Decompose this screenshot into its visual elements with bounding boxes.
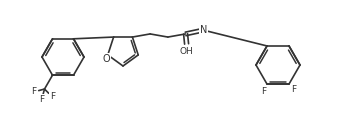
Text: F: F: [31, 87, 37, 96]
Text: F: F: [50, 92, 55, 101]
Text: F: F: [39, 95, 44, 104]
Text: OH: OH: [180, 47, 193, 56]
Text: F: F: [291, 84, 296, 94]
Text: O: O: [103, 54, 111, 64]
Text: N: N: [200, 25, 207, 35]
Text: F: F: [261, 86, 267, 96]
